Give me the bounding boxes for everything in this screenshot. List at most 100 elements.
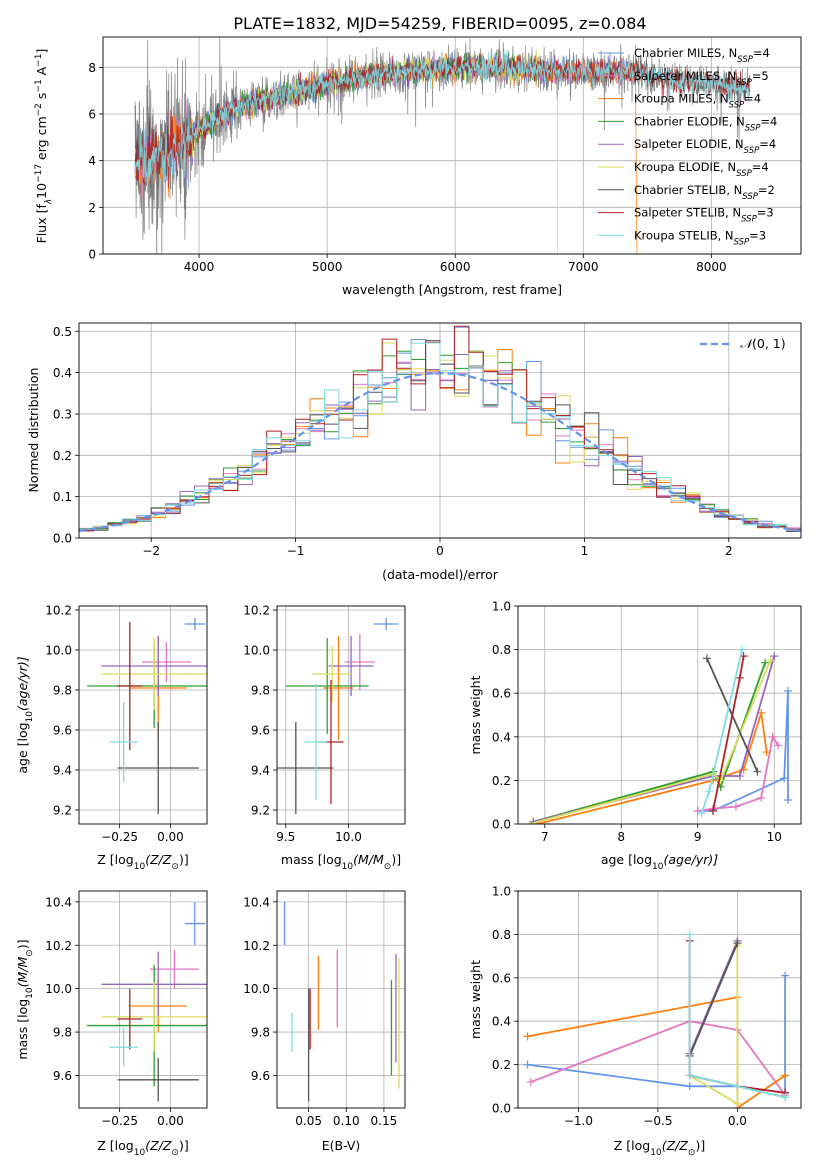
legend-text: Chabrier STELIB, N <box>634 183 742 197</box>
x-tick-label: −2 <box>142 544 160 558</box>
errorbar-salpeter-miles <box>344 634 375 690</box>
label-part: −2 <box>34 103 44 116</box>
weight-series-kroupa-elodie <box>525 656 775 824</box>
legend-suffix: =3 <box>749 228 766 242</box>
weight-series-kroupa-miles <box>533 708 771 824</box>
axes-frame <box>78 605 208 825</box>
weight-marker <box>774 741 783 750</box>
panel-spectrum: 4000 5000 6000 7000 8000 0 2 4 6 8 wavelength [Ang… <box>34 36 802 297</box>
weight-marker <box>733 1082 742 1091</box>
weight-marker <box>523 1032 532 1041</box>
y-tick-label: 0.4 <box>492 730 511 744</box>
label-part: s <box>34 93 49 104</box>
legend-suffix: =4 <box>753 46 770 60</box>
plot-area <box>79 325 801 538</box>
x-tick-label: 10 <box>767 830 782 844</box>
label-part: age [log <box>15 722 30 773</box>
axes-frame <box>78 890 208 1109</box>
axes-frame <box>276 605 406 825</box>
label-part: (age/yr)] <box>15 656 30 711</box>
weight-series-kroupa-stelib <box>697 645 747 818</box>
label-part: ⊙ <box>384 862 392 872</box>
x-tick-label: 0.00 <box>157 830 184 844</box>
axes-frame <box>517 605 802 825</box>
y-axis-label: Flux [fλ10−17 erg cm−2 s−1 A−1] <box>34 49 54 244</box>
y-tick-label: 4 <box>88 154 96 168</box>
y-tick-label: 9.6 <box>53 1069 72 1083</box>
x-tick-label: 6000 <box>440 260 471 274</box>
y-tick-label: 2 <box>88 201 96 215</box>
x-tick-label: −0.5 <box>643 1114 672 1128</box>
x-tick-label: 9.5 <box>276 830 295 844</box>
y-tick-label: 9.8 <box>251 1026 270 1040</box>
weight-marker <box>766 656 775 665</box>
errorbar-kroupa-stelib <box>304 684 328 800</box>
errorbar-kroupa-elodie <box>101 638 207 710</box>
label-part: ] <box>34 49 49 54</box>
y-tick-label: 10.0 <box>45 982 72 996</box>
weight-marker <box>526 1077 535 1086</box>
label-part: )] <box>15 939 30 949</box>
y-tick-label: 10.4 <box>45 895 72 909</box>
weight-marker <box>525 820 534 824</box>
y-tick-label: 9.2 <box>251 804 270 818</box>
legend-text: Salpeter ELODIE, N <box>634 137 744 151</box>
label-part: 10 <box>34 183 49 199</box>
legend-entry-salpeter-miles: Salpeter MILES, NSSP=5 <box>634 69 769 88</box>
label-part: ⊙ <box>25 949 35 957</box>
weight-marker <box>735 772 744 781</box>
label-part: 10 <box>342 862 354 872</box>
weight-marker <box>733 939 742 948</box>
legend-suffix: =4 <box>760 114 777 128</box>
legend-sub: SSP <box>741 215 757 225</box>
x-tick-label: 1 <box>581 544 589 558</box>
weight-line <box>529 660 772 824</box>
panel-weight-vs-Z: −1.0 −0.5 0.0 0.0 0.2 0.4 0.6 0.8 1.0 Z [log10(Z/… <box>468 885 802 1158</box>
plot-area <box>525 645 792 824</box>
figure-title: PLATE=1832, MJD=54259, FIBERID=0095, z=0… <box>233 14 646 33</box>
y-tick-label: 9.8 <box>53 1026 72 1040</box>
errorbar-salpeter-stelib <box>117 988 142 1050</box>
y-tick-label: 0.2 <box>492 1058 511 1072</box>
y-tick-label: 0.3 <box>53 407 72 421</box>
label-part: erg cm <box>34 116 49 164</box>
y-tick-label: 0.6 <box>492 687 511 701</box>
errorbar-salpeter-elodie <box>101 636 207 696</box>
errorbar-chabrier-miles <box>373 618 399 630</box>
legend-suffix: =5 <box>752 69 769 83</box>
legend-suffix: =3 <box>757 206 774 220</box>
x-tick-label: 5000 <box>312 260 343 274</box>
weight-series-kroupa-miles <box>523 993 790 1108</box>
legend-entry-salpeter-elodie: Salpeter ELODIE, NSSP=4 <box>634 137 776 156</box>
x-axis-label: wavelength [Angstrom, rest frame] <box>342 282 562 297</box>
x-axis-label: E(B-V) <box>322 1138 361 1153</box>
label-part: Z [log <box>97 852 133 867</box>
errorbar-chabrier-stelib <box>117 1058 199 1102</box>
y-tick-label: 9.4 <box>251 764 270 778</box>
label-part: λ <box>44 199 54 205</box>
y-tick-label: 0.2 <box>53 449 72 463</box>
x-tick-label: 7 <box>541 830 549 844</box>
weight-marker <box>733 1099 742 1108</box>
y-axis-label: mass weight <box>468 960 483 1039</box>
weight-marker <box>781 1093 790 1102</box>
y-tick-label: 0.8 <box>492 643 511 657</box>
y-tick-label: 9.4 <box>53 764 72 778</box>
y-tick-label: 0.0 <box>492 818 511 832</box>
weight-line <box>530 1020 786 1096</box>
errorbar-kroupa-elodie <box>312 646 353 702</box>
y-axis-label: Normed distribution <box>26 368 41 493</box>
x-axis-label: (data-model)/error <box>382 567 499 582</box>
y-tick-label: 0.6 <box>492 971 511 985</box>
y-tick-label: 9.6 <box>251 1069 270 1083</box>
y-axis-label: age [log10(age/yr)] <box>15 656 35 773</box>
y-tick-label: 9.2 <box>53 804 72 818</box>
legend-sub: SSP <box>737 55 753 65</box>
errorbar-salpeter-elodie <box>328 636 374 696</box>
label-part: (age/yr)] <box>663 852 718 867</box>
legend-suffix: =4 <box>752 160 769 174</box>
y-tick-label: 0.8 <box>492 928 511 942</box>
weight-marker <box>523 1060 532 1069</box>
